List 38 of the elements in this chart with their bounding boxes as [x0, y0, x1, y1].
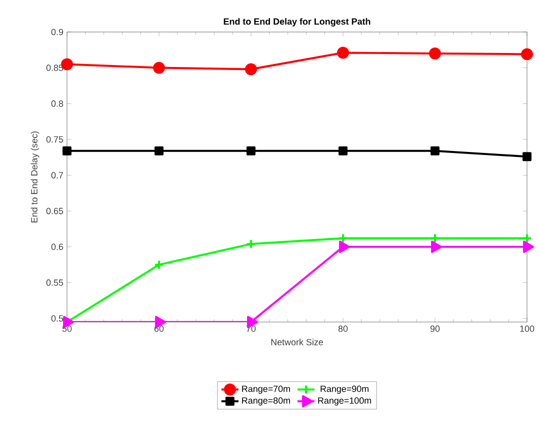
legend-label: Range=100m	[318, 397, 371, 406]
chart-title: End to End Delay for Longest Path	[224, 18, 370, 26]
y-axis-title: End to End Delay (sec)	[30, 131, 40, 222]
y-tick-label: 0.5	[51, 315, 64, 322]
y-tick-label: 0.8	[51, 100, 64, 107]
y-tick-label: 0.55	[46, 279, 64, 286]
point	[246, 238, 256, 249]
legend-label: Range=70m	[242, 386, 290, 394]
y-tick-label: 0.85	[46, 64, 64, 71]
point	[154, 146, 164, 156]
point	[61, 58, 73, 70]
point	[62, 146, 72, 156]
point	[429, 47, 441, 60]
point	[246, 146, 256, 156]
point	[430, 233, 440, 244]
x-tick-label: 80	[338, 326, 348, 332]
y-tick-label: 0.9	[51, 28, 64, 36]
x-tick-label: 100	[520, 326, 534, 332]
x-tick-label: 90	[430, 326, 440, 332]
point	[338, 233, 348, 244]
point	[430, 146, 440, 156]
legend-label: Range=90m	[320, 386, 368, 394]
point	[154, 260, 164, 270]
point	[153, 62, 165, 74]
point	[245, 63, 257, 76]
y-tick-label: 0.6	[51, 244, 64, 250]
point	[338, 146, 348, 156]
point	[521, 48, 533, 60]
y-tick-label: 0.75	[46, 136, 64, 143]
x-axis-title: Network Size	[271, 338, 324, 346]
point	[337, 46, 349, 59]
y-tick-label: 0.65	[46, 208, 64, 214]
point	[339, 240, 350, 253]
point	[523, 240, 534, 253]
point	[522, 152, 532, 162]
point	[431, 240, 442, 253]
legend-label: Range=80m	[242, 397, 290, 406]
y-tick-label: 0.7	[51, 172, 64, 178]
